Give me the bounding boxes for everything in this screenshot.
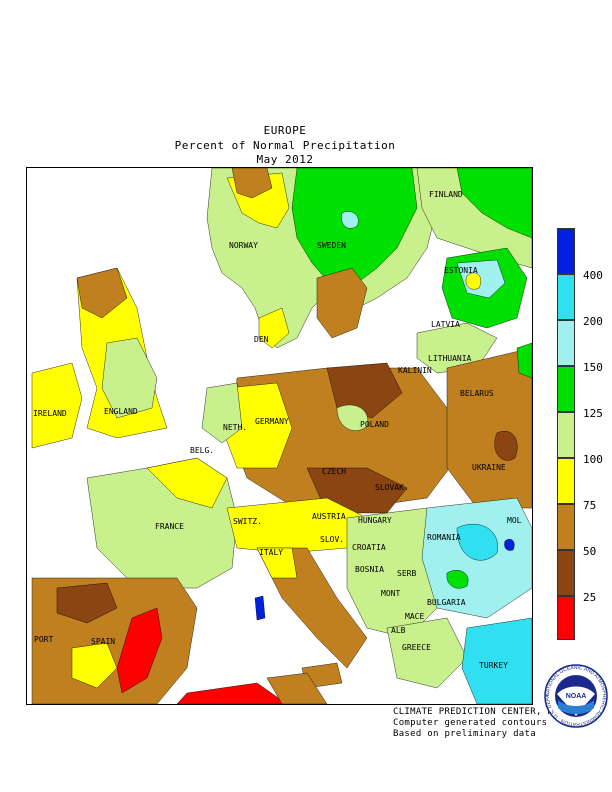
region-spain-darkbrown xyxy=(56,582,118,624)
label-mont: MONT xyxy=(381,589,400,598)
label-port: PORT xyxy=(34,635,53,644)
region-romania-wet xyxy=(456,524,498,561)
legend-label-200: 200 xyxy=(583,315,603,328)
label-slovak: SLOVAK. xyxy=(375,483,409,492)
label-mol: MOL xyxy=(507,516,522,525)
label-mace: MACE xyxy=(405,612,424,621)
label-estonia: ESTONIA xyxy=(444,266,478,275)
credit-line-3: Based on preliminary data xyxy=(393,729,536,739)
region-sweden-wet xyxy=(341,211,359,229)
map-title-region: EUROPE xyxy=(263,124,307,137)
noaa-logo: NATIONAL OCEANIC AND ATMOSPHERIC ADMINIS… xyxy=(542,660,608,728)
region-sardinia xyxy=(254,595,266,621)
legend-swatch-lt25 xyxy=(557,596,575,640)
region-finland-green xyxy=(456,168,532,239)
legend-swatch-25-50 xyxy=(557,550,575,596)
legend-label-400: 400 xyxy=(583,269,603,282)
label-england: ENGLAND xyxy=(104,407,138,416)
legend-label-75: 75 xyxy=(583,499,597,512)
noaa-logo-svg: NATIONAL OCEANIC AND ATMOSPHERIC ADMINIS… xyxy=(542,660,608,728)
label-kalinin: KALININ xyxy=(398,366,432,375)
legend-swatch-75-100 xyxy=(557,458,575,504)
label-turkey: TURKEY xyxy=(479,661,508,670)
label-croatia: CROATIA xyxy=(352,543,386,552)
credit-line-1: CLIMATE PREDICTION CENTER, NOAA xyxy=(393,707,571,717)
region-britain-brown xyxy=(76,267,128,319)
label-austria: AUSTRIA xyxy=(312,512,346,521)
precipitation-map: NORWAY SWEDEN FINLAND ESTONIA LATVIA LIT… xyxy=(26,167,533,705)
label-poland: POLAND xyxy=(360,420,389,429)
label-lithuania: LITHUANIA xyxy=(428,354,472,363)
legend-label-100: 100 xyxy=(583,453,603,466)
region-north-africa-brown xyxy=(266,672,328,704)
region-turkey xyxy=(461,617,532,704)
legend-swatch-200-400 xyxy=(557,274,575,320)
label-hungary: HUNGARY xyxy=(358,516,392,525)
map-title-metric: Percent of Normal Precipitation xyxy=(174,139,396,152)
map-title-period: May 2012 xyxy=(256,153,314,166)
region-romania-max xyxy=(504,538,515,551)
legend-label-150: 150 xyxy=(583,361,603,374)
legend-swatch-100-125 xyxy=(557,412,575,458)
label-italy: ITALY xyxy=(259,548,283,557)
legend-color-bar xyxy=(557,228,575,640)
label-greece: GREECE xyxy=(402,643,431,652)
noaa-bird-icon xyxy=(557,686,595,716)
label-france: FRANCE xyxy=(155,522,184,531)
label-finland: FINLAND xyxy=(429,190,463,199)
region-bulgaria-green xyxy=(446,570,469,589)
region-norway-south xyxy=(258,307,290,349)
region-norway-brown xyxy=(231,168,273,199)
region-sweden-south-brown xyxy=(316,267,368,339)
region-poland-dark xyxy=(326,362,403,419)
noaa-logo-text: NOAA xyxy=(566,693,587,700)
region-poland-green xyxy=(336,404,368,431)
legend-swatch-gt400 xyxy=(557,228,575,274)
label-germany: GERMANY xyxy=(255,417,289,426)
label-serb: SERB xyxy=(397,569,416,578)
region-ukraine-dark xyxy=(494,431,518,461)
label-czech: CZECH xyxy=(322,467,346,476)
legend-swatch-50-75 xyxy=(557,504,575,550)
region-france-yellow xyxy=(146,457,228,509)
label-bulgaria: BULGARIA xyxy=(427,598,466,607)
region-north-africa xyxy=(176,682,288,704)
region-italy-yellow xyxy=(256,547,298,579)
precipitation-map-svg: NORWAY SWEDEN FINLAND ESTONIA LATVIA LIT… xyxy=(27,168,532,704)
credit-line-2: Computer generated contours xyxy=(393,718,548,728)
label-neth: NETH. xyxy=(223,423,247,432)
label-bosnia: BOSNIA xyxy=(355,565,384,574)
label-ukraine: UKRAINE xyxy=(472,463,506,472)
legend-swatch-125-150 xyxy=(557,366,575,412)
label-alb: ALB xyxy=(391,626,406,635)
legend-label-25: 25 xyxy=(583,591,597,604)
label-norway: NORWAY xyxy=(229,241,258,250)
label-ireland: IRELAND xyxy=(33,409,67,418)
legend-label-125: 125 xyxy=(583,407,603,420)
region-estonia-yellow xyxy=(465,272,481,290)
label-latvia: LATVIA xyxy=(431,320,460,329)
region-ireland xyxy=(31,362,83,449)
label-romania: ROMANIA xyxy=(427,533,461,542)
region-england-green xyxy=(101,337,158,419)
label-spain: SPAIN xyxy=(91,637,115,646)
noaa-wave-icon xyxy=(558,700,594,714)
label-slov: SLOV. xyxy=(320,535,344,544)
label-den: DEN xyxy=(254,335,269,344)
label-belarus: BELARUS xyxy=(460,389,494,398)
label-sweden: SWEDEN xyxy=(317,241,346,250)
legend-swatch-150-200 xyxy=(557,320,575,366)
region-belarus-green xyxy=(516,342,532,379)
region-benelux xyxy=(201,382,243,444)
label-belg: BELG. xyxy=(190,446,214,455)
region-spain-south-yellow xyxy=(71,642,118,689)
legend-label-50: 50 xyxy=(583,545,597,558)
region-greece xyxy=(386,617,468,689)
label-switz: SWITZ. xyxy=(233,517,262,526)
